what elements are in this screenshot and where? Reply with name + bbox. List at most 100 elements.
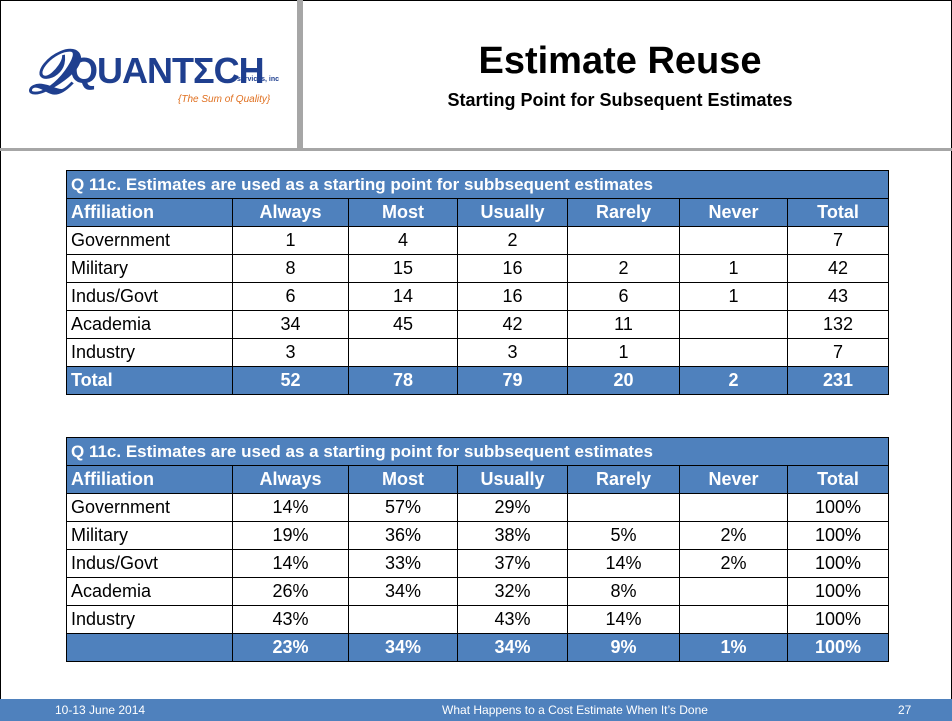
divider xyxy=(297,0,303,150)
total-cell: 34% xyxy=(348,633,458,662)
total-cell: 34% xyxy=(457,633,568,662)
cell: 1 xyxy=(679,282,788,311)
column-header: Affiliation xyxy=(66,465,233,494)
total-row: 23% 34% 34% 9% 1% 100% xyxy=(66,633,890,662)
cell: 16 xyxy=(457,254,568,283)
data-table: Q 11c. Estimates are used as a starting … xyxy=(65,170,890,395)
cell: 3 xyxy=(457,338,568,367)
cell: 1 xyxy=(232,226,349,255)
cell xyxy=(567,493,680,522)
cell: 43 xyxy=(786,282,890,311)
cell: 33% xyxy=(348,549,458,578)
logo-mark: 𝒬 xyxy=(28,39,73,107)
total-row: Total 52 78 79 20 2 231 xyxy=(66,366,890,395)
cell: Indus/Govt xyxy=(66,282,233,311)
cell: Industry xyxy=(66,605,233,634)
cell: 14 xyxy=(348,282,458,311)
column-header: Never xyxy=(679,465,788,494)
data-row: Military 19% 36% 38% 5% 2% 100% xyxy=(66,521,890,550)
cell: 100% xyxy=(786,549,890,578)
column-header: Always xyxy=(232,198,349,227)
column-header: Never xyxy=(679,198,788,227)
cell: 2 xyxy=(457,226,568,255)
column-header: Rarely xyxy=(567,198,680,227)
cell: Academia xyxy=(66,310,233,339)
total-cell: 52 xyxy=(232,366,349,395)
total-cell: 79 xyxy=(457,366,568,395)
cell: 38% xyxy=(457,521,568,550)
cell: 4 xyxy=(348,226,458,255)
cell: 5% xyxy=(567,521,680,550)
column-header: Most xyxy=(348,198,458,227)
cell xyxy=(679,577,788,606)
cell: 57% xyxy=(348,493,458,522)
logo-suffix: services, inc xyxy=(237,76,280,83)
data-row: Indus/Govt 6 14 16 6 1 43 xyxy=(66,282,890,311)
cell: 14% xyxy=(567,605,680,634)
cell xyxy=(679,493,788,522)
cell: 34% xyxy=(348,577,458,606)
total-cell: 2 xyxy=(679,366,788,395)
logo-name: QUANTΣCH xyxy=(70,50,265,91)
total-cell: 9% xyxy=(567,633,680,662)
cell: 45 xyxy=(348,310,458,339)
cell xyxy=(567,226,680,255)
cell: 11 xyxy=(567,310,680,339)
cell: 14% xyxy=(232,549,349,578)
cell: 34 xyxy=(232,310,349,339)
column-header: Usually xyxy=(457,465,568,494)
total-cell: Total xyxy=(66,366,233,395)
cell: 2% xyxy=(679,521,788,550)
data-table: Q 11c. Estimates are used as a starting … xyxy=(65,437,890,662)
footer-title: What Happens to a Cost Estimate When It’… xyxy=(442,703,708,717)
cell xyxy=(679,605,788,634)
cell: 8% xyxy=(567,577,680,606)
cell: Indus/Govt xyxy=(66,549,233,578)
cell: 8 xyxy=(232,254,349,283)
cell: 100% xyxy=(786,521,890,550)
cell: 16 xyxy=(457,282,568,311)
cell xyxy=(348,338,458,367)
cell: 36% xyxy=(348,521,458,550)
total-cell: 100% xyxy=(786,633,890,662)
cell: Military xyxy=(66,254,233,283)
column-header: Affiliation xyxy=(66,198,233,227)
column-header: Rarely xyxy=(567,465,680,494)
cell: 3 xyxy=(232,338,349,367)
cell: 32% xyxy=(457,577,568,606)
table-body: Q 11c. Estimates are used as a starting … xyxy=(65,437,890,662)
total-cell: 20 xyxy=(567,366,680,395)
caption: Q 11c. Estimates are used as a starting … xyxy=(65,437,890,466)
data-row: Industry 3 3 1 7 xyxy=(66,338,890,367)
footer: 10-13 June 2014 What Happens to a Cost E… xyxy=(0,699,952,721)
cell: 132 xyxy=(786,310,890,339)
cell: 19% xyxy=(232,521,349,550)
cell: 26% xyxy=(232,577,349,606)
total-cell xyxy=(66,633,233,662)
cell: 14% xyxy=(567,549,680,578)
data-row: Academia 34 45 42 11 132 xyxy=(66,310,890,339)
total-cell: 78 xyxy=(348,366,458,395)
cell: 6 xyxy=(232,282,349,311)
cell: 7 xyxy=(786,338,890,367)
cell: 2 xyxy=(567,254,680,283)
total-cell: 231 xyxy=(786,366,890,395)
cell: 15 xyxy=(348,254,458,283)
cell: Academia xyxy=(66,577,233,606)
cell xyxy=(679,338,788,367)
data-row: Military 8 15 16 2 1 42 xyxy=(66,254,890,283)
column-header: Total xyxy=(786,198,890,227)
cell xyxy=(348,605,458,634)
cell: 2% xyxy=(679,549,788,578)
cell: 100% xyxy=(786,605,890,634)
data-row: Academia 26% 34% 32% 8% 100% xyxy=(66,577,890,606)
cell: 6 xyxy=(567,282,680,311)
subtitle: Starting Point for Subsequent Estimates xyxy=(447,90,793,110)
column-header: Most xyxy=(348,465,458,494)
cell: 1 xyxy=(567,338,680,367)
total-cell: 23% xyxy=(232,633,349,662)
cell: 43% xyxy=(232,605,349,634)
rule xyxy=(0,148,952,151)
cell: 29% xyxy=(457,493,568,522)
